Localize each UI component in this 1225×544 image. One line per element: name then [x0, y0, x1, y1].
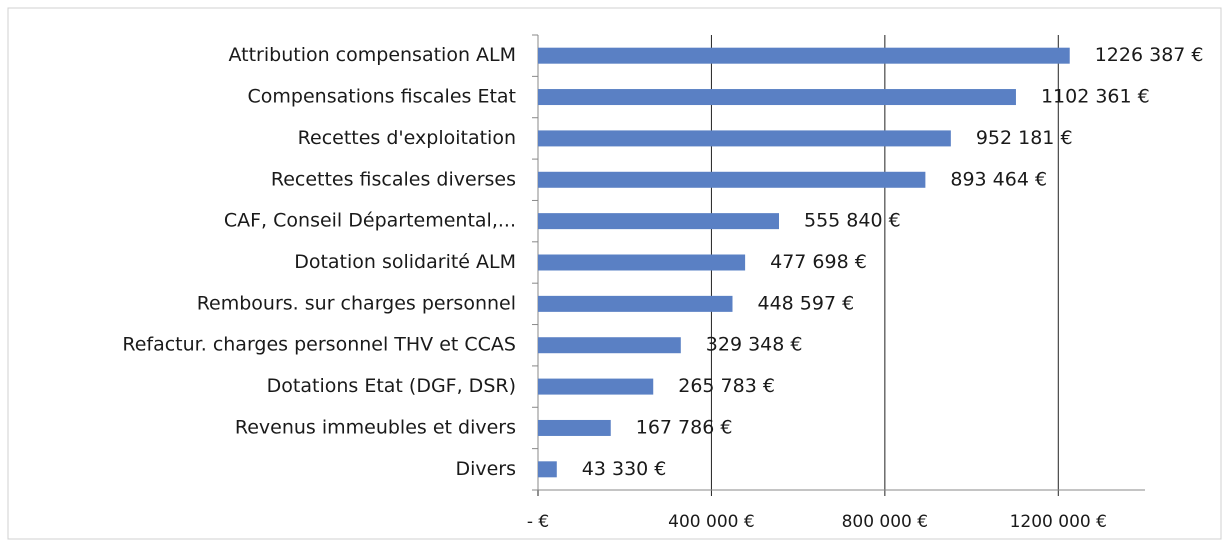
y-tick-label: Revenus immeubles et divers	[235, 416, 516, 438]
bar	[538, 337, 681, 354]
y-tick-label: CAF, Conseil Départemental,...	[224, 210, 516, 232]
value-label: 1226 387 €	[1095, 44, 1204, 66]
value-label: 329 348 €	[706, 334, 803, 356]
y-tick-label: Recettes d'exploitation	[298, 127, 516, 149]
x-tick-label: 1200 000 €	[1010, 512, 1107, 532]
y-tick-label: Dotations Etat (DGF, DSR)	[267, 375, 516, 397]
value-label: 555 840 €	[804, 210, 901, 232]
bar	[538, 461, 557, 478]
y-tick-label: Rembours. sur charges personnel	[197, 292, 516, 314]
value-label: 448 597 €	[757, 292, 854, 314]
x-tick-label: - €	[527, 512, 549, 532]
bar	[538, 378, 654, 395]
x-tick-label: 800 000 €	[842, 512, 929, 532]
y-tick-label: Recettes fiscales diverses	[271, 168, 516, 190]
value-label: 952 181 €	[976, 127, 1073, 149]
value-label: 477 698 €	[770, 251, 867, 273]
bar	[538, 47, 1070, 64]
y-tick-label: Dotation solidarité ALM	[294, 251, 516, 273]
bar	[538, 254, 746, 271]
value-label: 893 464 €	[950, 168, 1047, 190]
x-tick-label: 400 000 €	[668, 512, 755, 532]
value-label: 1102 361 €	[1041, 86, 1150, 108]
value-label: 43 330 €	[582, 458, 667, 480]
y-tick-label: Attribution compensation ALM	[228, 44, 516, 66]
bar	[538, 171, 926, 188]
bar	[538, 213, 779, 230]
value-label: 167 786 €	[636, 416, 733, 438]
y-tick-label: Refactur. charges personnel THV et CCAS	[122, 334, 516, 356]
bar	[538, 130, 951, 147]
bar	[538, 89, 1016, 106]
bar	[538, 419, 611, 436]
y-tick-label: Divers	[455, 458, 516, 480]
value-label: 265 783 €	[678, 375, 775, 397]
bar	[538, 295, 733, 312]
y-tick-label: Compensations fiscales Etat	[248, 86, 516, 108]
